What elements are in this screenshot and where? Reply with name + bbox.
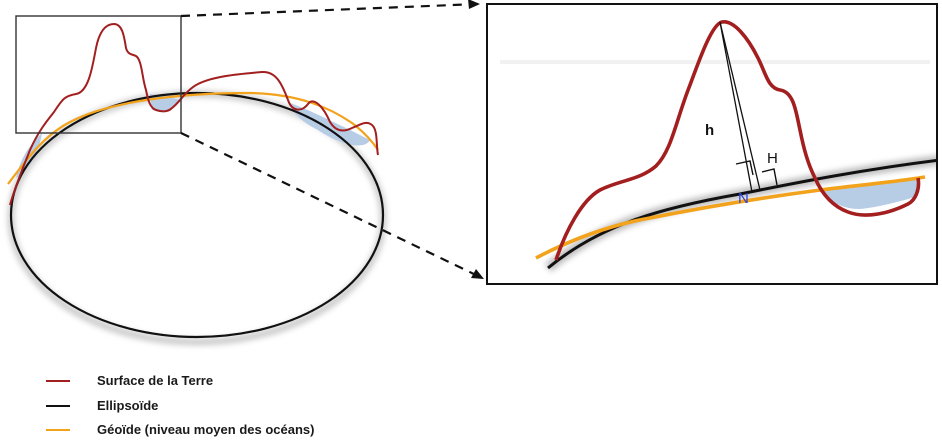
zoom-connectors [180,0,484,279]
label-h: h [705,122,714,139]
legend-label-geoid: Géoïde (niveau moyen des océans) [97,422,314,437]
fill-area-right [290,103,370,146]
zoom-frame [486,3,938,285]
earth-surface-line [9,22,379,206]
legend: Surface de la Terre Ellipsoïde Géoïde (n… [46,373,314,437]
normal-line-H [719,21,761,191]
label-H: H [767,150,778,167]
legend-item-surface: Surface de la Terre [46,373,213,388]
right-angle-mark-left [735,160,754,176]
zoom-view: h H N [486,3,938,285]
label-N: N [738,190,749,207]
zoom-geoid [535,175,926,260]
legend-item-ellipsoid: Ellipsoïde [46,398,158,413]
global-view [7,15,387,346]
zoom-ellipsoid [547,158,937,270]
ellipsoid [9,91,385,339]
zoom-earth-surface [554,20,921,261]
legend-label-surface: Surface de la Terre [97,373,213,388]
geoid-line [7,91,379,185]
zoom-region-box [15,15,182,134]
normal-line-h [719,21,753,193]
zoom-fill-area [820,178,918,209]
legend-item-geoid: Géoïde (niveau moyen des océans) [46,422,314,437]
right-angle-mark-right [761,168,778,186]
legend-label-ellipsoid: Ellipsoïde [97,398,158,413]
